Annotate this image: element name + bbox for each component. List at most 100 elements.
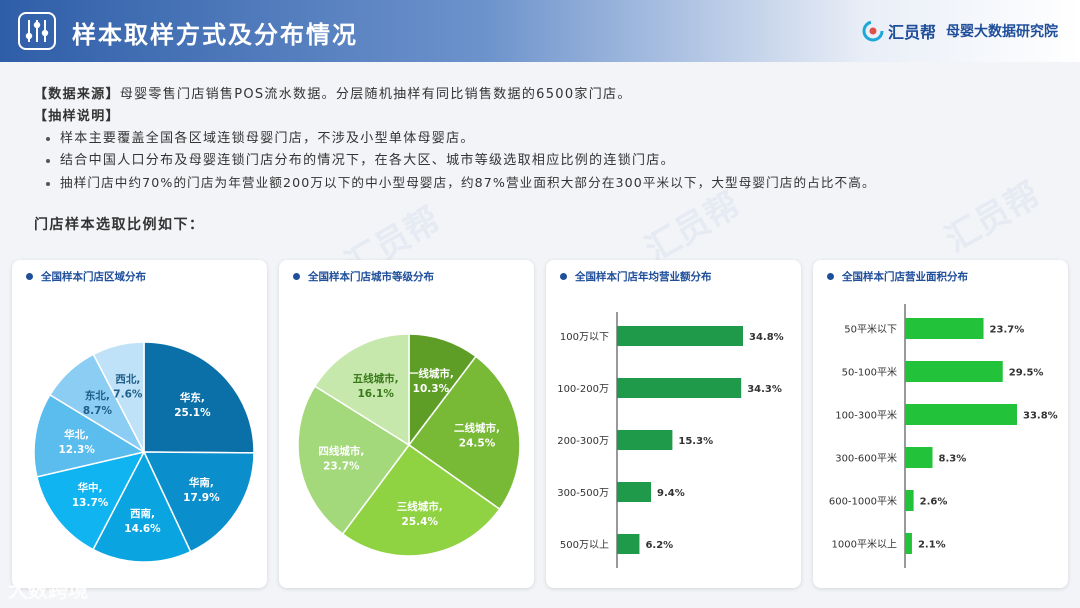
- pie-slice: [92, 450, 192, 563]
- pie-slice: [407, 355, 521, 511]
- data-label: 33.8%: [1023, 411, 1058, 422]
- category-label: 50-100平米: [842, 366, 897, 379]
- chart-title: 全国样本门店城市等级分布: [293, 269, 434, 284]
- bullet-icon: [46, 158, 50, 163]
- data-label: 34.8%: [749, 332, 784, 343]
- data-label: 34.3%: [747, 384, 782, 395]
- title-dot-icon: [560, 273, 567, 280]
- area-chart-card: 全国样本门店营业面积分布 50平米以下 23.7% 50-100平米 29.5% 100…: [813, 260, 1068, 588]
- slice-value-label: 10.3%: [413, 383, 450, 395]
- bar: [617, 534, 640, 554]
- data-label: 15.3%: [678, 436, 713, 447]
- section-subhead: 门店样本选取比例如下：: [34, 217, 205, 233]
- slice-label: 华东,: [180, 391, 205, 404]
- brand-name: 汇员帮: [887, 23, 936, 42]
- bar: [905, 404, 1017, 425]
- source-line: 【数据来源】母婴零售门店销售POS流水数据。分层随机抽样有同比销售数据的6500…: [34, 84, 1074, 106]
- slice-label: 三线城市,: [397, 500, 443, 513]
- slice-label: 华南,: [189, 476, 214, 489]
- slice-label: 一线城市,: [408, 367, 454, 380]
- brand: 汇员帮 母婴大数据研究院: [862, 18, 1058, 44]
- bullet-item: 结合中国人口分布及母婴连锁门店分布的情况下，在各大区、城市等级选取相应比例的连锁…: [34, 150, 1074, 172]
- intro-text: 【数据来源】母婴零售门店销售POS流水数据。分层随机抽样有同比销售数据的6500…: [34, 84, 1074, 194]
- data-label: 9.4%: [657, 488, 685, 499]
- slice-label: 华中,: [78, 481, 103, 494]
- bar: [905, 490, 914, 511]
- bar: [905, 318, 984, 339]
- sliders-icon: [18, 12, 56, 50]
- slice-label: 华北,: [64, 428, 89, 441]
- category-label: 1000平米以上: [832, 538, 897, 551]
- data-label: 2.1%: [918, 540, 946, 551]
- slice-label: 西北,: [115, 373, 140, 386]
- bar: [617, 430, 673, 450]
- category-label: 600-1000平米: [829, 495, 897, 508]
- revenue-bar-chart: 100万以下 34.8% 100-200万 34.3% 200-300万 15.3% 300…: [557, 312, 784, 568]
- data-label: 8.3%: [939, 454, 967, 465]
- slice-value-label: 17.9%: [183, 492, 220, 504]
- slice-value-label: 16.1%: [357, 388, 394, 400]
- pie-slice: [341, 443, 501, 557]
- city-pie-chart: 一线城市, 10.3% 二线城市, 24.5% 三线城市, 25.4% 四线城市, 23.7%…: [297, 333, 521, 557]
- category-label: 300-600平米: [835, 452, 897, 465]
- slice-value-label: 25.4%: [402, 516, 439, 528]
- brand-logo-icon: [862, 20, 884, 42]
- pie-slice: [92, 341, 145, 453]
- bullet-icon: [46, 136, 50, 141]
- brand-subtitle: 母婴大数据研究院: [946, 24, 1058, 40]
- category-label: 200-300万: [557, 436, 609, 447]
- chart-title: 全国样本门店区域分布: [26, 269, 146, 284]
- slice-value-label: 14.6%: [124, 523, 161, 535]
- slice-value-label: 13.7%: [72, 497, 109, 509]
- area-bar-chart: 50平米以下 23.7% 50-100平米 29.5% 100-300平米 33.8% 30…: [829, 304, 1058, 568]
- bullet-icon: [46, 181, 50, 186]
- pie-slice: [142, 451, 255, 553]
- chart-title: 全国样本门店营业面积分布: [827, 269, 968, 284]
- slice-value-label: 8.7%: [83, 405, 113, 417]
- slice-value-label: 23.7%: [323, 461, 360, 473]
- data-label: 29.5%: [1009, 368, 1044, 379]
- slice-value-label: 12.3%: [58, 444, 95, 456]
- slice-label: 五线城市,: [353, 372, 399, 385]
- slice-value-label: 25.1%: [174, 407, 211, 419]
- slice-label: 东北,: [85, 389, 110, 402]
- pie-slice: [33, 393, 146, 478]
- bullet-item: 样本主要覆盖全国各区域连锁母婴门店，不涉及小型单体母婴店。: [34, 128, 1074, 150]
- method-tag: 【抽样说明】: [34, 109, 120, 124]
- slice-label: 四线城市,: [318, 445, 364, 458]
- bar: [617, 482, 652, 502]
- region-chart-card: 全国样本门店区域分布 华东, 25.1% 华南, 17.9% 西南, 14.6% 华中, 13…: [12, 260, 267, 588]
- pie-slice: [297, 385, 411, 536]
- chart-title: 全国样本门店年均营业额分布: [560, 269, 712, 284]
- bar: [905, 533, 912, 554]
- source-text: 母婴零售门店销售POS流水数据。分层随机抽样有同比销售数据的6500家门店。: [119, 87, 632, 102]
- revenue-chart-card: 全国样本门店年均营业额分布 100万以下 34.8% 100-200万 34.3% 20…: [546, 260, 801, 588]
- city-chart-card: 全国样本门店城市等级分布 一线城市, 10.3% 二线城市, 24.5% 三线城市, 25…: [279, 260, 534, 588]
- header-bar: 样本取样方式及分布情况 汇员帮 母婴大数据研究院: [0, 0, 1080, 62]
- title-dot-icon: [827, 273, 834, 280]
- data-label: 2.6%: [920, 497, 948, 508]
- slice-value-label: 7.6%: [113, 389, 143, 401]
- pie-slice: [35, 450, 146, 551]
- pie-slice: [408, 333, 477, 448]
- bar: [905, 361, 1003, 382]
- method-line: 【抽样说明】: [34, 106, 1074, 128]
- pie-slice: [313, 333, 410, 447]
- category-label: 100-300平米: [835, 409, 897, 422]
- data-label: 23.7%: [990, 325, 1025, 336]
- title-dot-icon: [293, 273, 300, 280]
- category-label: 500万以上: [560, 539, 609, 551]
- category-label: 100-200万: [557, 384, 609, 395]
- category-label: 50平米以下: [844, 323, 897, 336]
- bullet-item: 抽样门店中约70%的门店为年营业额200万以下的中小型母婴店，约87%营业面积大…: [34, 172, 1074, 194]
- slice-label: 西南,: [130, 507, 155, 520]
- title-dot-icon: [26, 273, 33, 280]
- bar: [617, 326, 743, 346]
- category-label: 300-500万: [557, 488, 609, 499]
- source-tag: 【数据来源】: [34, 87, 120, 102]
- category-label: 100万以下: [560, 332, 609, 343]
- page-title: 样本取样方式及分布情况: [72, 21, 358, 49]
- slice-value-label: 24.5%: [459, 437, 496, 449]
- slice-label: 二线城市,: [454, 421, 500, 434]
- pie-slice: [143, 341, 255, 454]
